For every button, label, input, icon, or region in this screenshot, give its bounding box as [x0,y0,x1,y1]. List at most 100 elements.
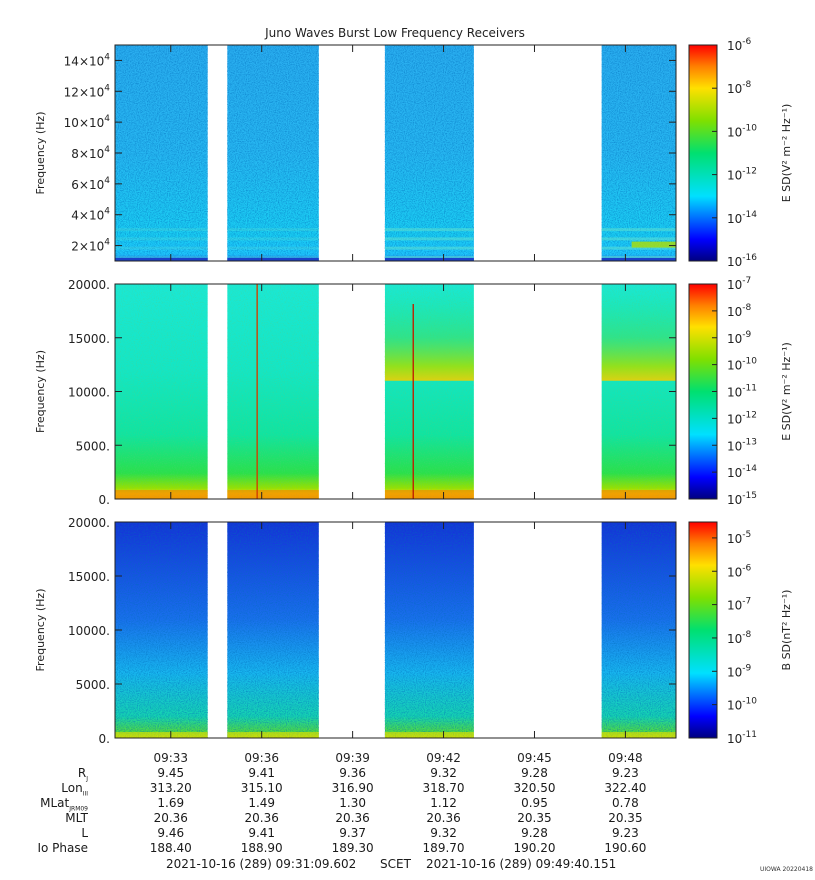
harmonic-band [114,255,208,259]
panel-2: 0. 5000. 10000. 15000. 20000. Frequency (Hz) 1… [34,276,793,507]
colorbar-tick-label: 10-10 [727,697,757,713]
harmonic-band [384,237,474,241]
harmonic-band [601,237,676,241]
ephemeris-label: MLatJRM09 [40,796,88,813]
spectrogram-noise [384,45,474,261]
colorbar-tick-label: 10-15 [727,491,757,507]
low-freq-emission [601,732,676,738]
ephemeris-value: 1.30 [339,796,366,810]
colorbar-tick-label: 10-12 [727,410,757,426]
colorbar-tick-label: 10-12 [727,167,757,183]
harmonic-band [227,246,319,250]
ephemeris-value: 9.23 [612,766,639,780]
attribution-tag: UIOWA 20220418 [759,866,813,873]
spectrogram-noise [227,284,319,499]
ephemeris-value: 0.78 [612,796,639,810]
ephemeris-value: 315.10 [240,781,283,795]
ephemeris-value: 20.35 [517,811,552,825]
ephemeris-value: 313.20 [149,781,192,795]
spectrogram-noise [227,522,319,738]
ephemeris-value: 190.20 [513,841,556,855]
ephemeris-value: 190.60 [604,841,647,855]
colorbar-tick-label: 10-5 [727,530,751,546]
ephemeris-value: 9.23 [612,826,639,840]
ephemeris-value: 189.70 [422,841,465,855]
footer-start-time: 2021-10-16 (289) 09:31:09.602 [166,857,357,871]
ephemeris-value: 188.40 [149,841,192,855]
ephemeris-value: 9.46 [157,826,185,840]
ephemeris-table: RJ 9.45 9.41 9.36 9.32 9.28 9.23 LonIII 313.20 31… [0,766,815,856]
y-tick-label: 15000. [68,570,110,584]
ephemeris-value: 9.32 [430,826,457,840]
y-tick-label: 0. [99,493,110,507]
ephemeris-value: 316.90 [331,781,374,795]
ephemeris-label: Io Phase [37,841,88,855]
colorbar-tick-label: 10-11 [727,730,757,746]
low-freq-emission [601,490,676,499]
y-tick-label: 20000. [68,516,110,530]
x-tick-label: 09:42 [426,751,461,765]
ephemeris-value: 9.41 [248,826,276,840]
y-tick-label: 4×104 [71,207,110,223]
y-tick-label: 10000. [68,386,110,400]
colorbar-tick-label: 10-6 [727,563,752,579]
harmonic-band [114,246,208,250]
colorbar-tick-label: 10-8 [727,303,752,319]
low-freq-edge [227,258,319,261]
ephemeris-value: 20.36 [244,811,279,825]
panel-3: 0. 5000. 10000. 15000. 20000. Frequency (Hz) 1… [34,516,793,746]
colorbar-tick-label: 10-9 [727,663,752,679]
footer-frame: SCET [380,857,411,871]
y-tick-label: 5000. [76,439,110,453]
ephemeris-value: 318.70 [422,781,465,795]
harmonic-band [601,246,676,250]
harmonic-band [384,255,474,259]
colorbar-tick-label: 10-7 [727,597,751,613]
footer-end-time: 2021-10-16 (289) 09:49:40.151 [426,857,617,871]
colorbar-tick-label: 10-6 [727,37,752,53]
colorbar-tick-label: 10-14 [727,210,757,226]
colorbar-label: E SD(V² m⁻² Hz⁻¹) [780,104,793,203]
spectrogram-noise [384,522,474,738]
low-freq-edge [114,258,208,261]
ephemeris-value: 1.49 [248,796,276,810]
y-tick-label: 6×104 [71,176,110,192]
x-tick-label: 09:33 [153,751,188,765]
y-tick-label: 2×104 [71,238,110,254]
y-tick-label: 8×104 [71,145,110,161]
x-tick-label: 09:48 [608,751,643,765]
spectrogram-noise [601,45,676,261]
colorbar-tick-label: 10-11 [727,384,757,400]
colorbar-tick-label: 10-14 [727,464,757,480]
colorbar-tick-label: 10-16 [727,253,757,269]
colorbar-tick-label: 10-10 [727,357,757,373]
low-freq-emission [227,732,319,738]
y-axis-label: Frequency (Hz) [34,350,47,433]
harmonic-band [601,255,676,259]
colorbar [688,521,718,739]
ephemeris-label: RJ [77,766,88,783]
ephemeris-value: 9.41 [248,766,276,780]
ephemeris-value: 9.45 [157,766,185,780]
spectrogram-noise [601,522,676,738]
y-tick-label: 0. [99,732,110,746]
harmonic-band [227,237,319,241]
harmonic-band [227,228,319,232]
ephemeris-value: 9.32 [430,766,457,780]
spectrogram-noise [114,522,208,738]
colorbar-label: B SD(nT² Hz⁻¹) [780,590,793,671]
harmonic-band [384,228,474,232]
colorbar [688,44,718,262]
y-tick-label: 10000. [68,624,110,638]
harmonic-band [114,237,208,241]
ephemeris-value: 20.35 [608,811,643,825]
emission-region [384,284,474,381]
ephemeris-value: 9.36 [339,766,366,780]
emission-region [601,284,676,381]
figure-title: Juno Waves Burst Low Frequency Receivers [264,26,525,40]
ephemeris-value: 1.69 [157,796,185,810]
low-freq-emission [384,732,474,738]
harmonic-band [384,246,474,250]
ephemeris-value: 20.36 [426,811,461,825]
